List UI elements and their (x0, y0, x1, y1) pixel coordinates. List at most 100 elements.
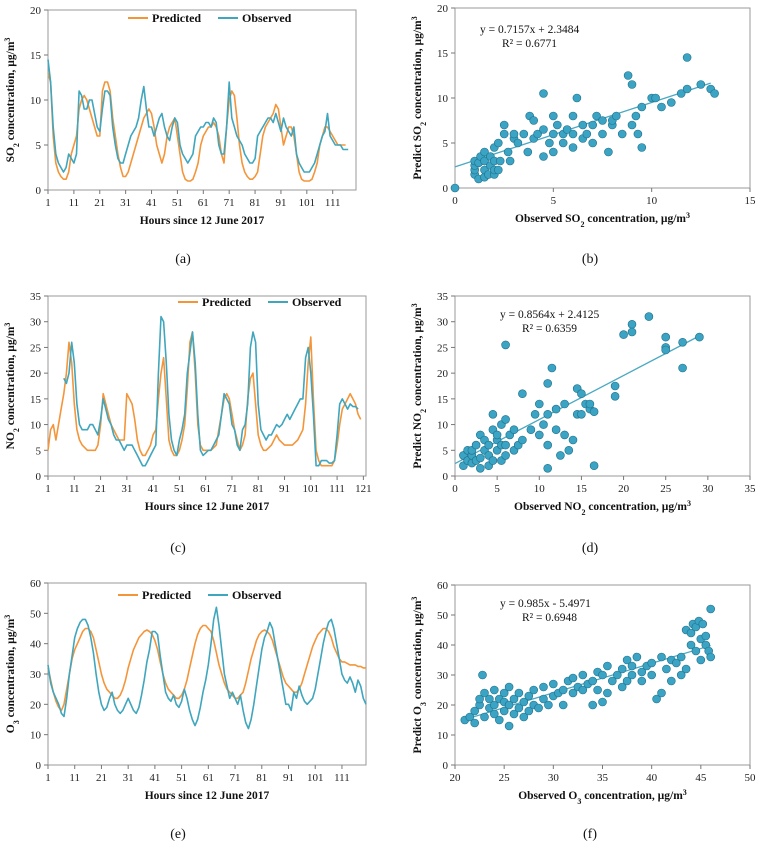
x-tick-label: 111 (334, 772, 350, 784)
data-point (539, 89, 548, 98)
y-tick-label: 20 (437, 3, 449, 15)
panel-caption: (f) (583, 827, 597, 842)
x-tick-label: 71 (230, 772, 241, 784)
data-point (582, 129, 592, 139)
data-point (562, 125, 572, 134)
x-axis-label-part: 3 (683, 788, 687, 797)
data-point (524, 706, 534, 716)
x-tick-label: 31 (123, 772, 134, 784)
data-point (572, 93, 582, 103)
y-tick-label: 5 (443, 138, 449, 150)
x-tick-label: 31 (121, 483, 132, 495)
data-point (604, 147, 613, 157)
x-tick-label: 1 (45, 483, 51, 495)
y-tick-label: 25 (437, 342, 449, 354)
data-point (552, 120, 562, 130)
y-tick-label: 10 (437, 420, 449, 432)
data-point (593, 685, 602, 695)
x-axis-label-part: Observed O (518, 790, 577, 802)
y-tick-label: 20 (30, 699, 42, 711)
data-point (539, 420, 548, 429)
x-tick-label: 0 (452, 483, 458, 495)
plot-frame (47, 295, 367, 477)
data-point (501, 440, 510, 450)
data-point (686, 640, 696, 650)
data-point (598, 697, 607, 707)
data-point (657, 688, 666, 698)
data-point (475, 453, 485, 463)
data-point (577, 409, 586, 419)
data-point (471, 440, 481, 450)
data-point (492, 430, 502, 440)
y-axis-label-part: SO (5, 147, 17, 162)
y-tick-label: 0 (443, 471, 449, 483)
x-tick-label: 51 (176, 772, 187, 784)
y-tick-label: 5 (36, 445, 42, 457)
data-point (568, 129, 578, 139)
y-tick-label: 20 (30, 5, 42, 17)
y-tick-label: 15 (437, 48, 449, 60)
y-axis-label-part: concentration, µg/m (5, 41, 17, 143)
data-point (698, 619, 708, 629)
data-point (485, 694, 494, 704)
x-tick-label: 81 (256, 772, 267, 784)
data-point (710, 89, 719, 98)
y-tick-label: 5 (443, 445, 449, 457)
panel-caption: (a) (175, 252, 191, 267)
x-tick-label: 15 (745, 195, 757, 207)
r-squared-label: R² = 0.6948 (522, 612, 577, 624)
data-point (518, 389, 527, 399)
data-point (514, 688, 524, 698)
y-tick-label: 10 (30, 730, 42, 742)
x-tick-label: 35 (745, 483, 757, 495)
y-tick-label: 50 (30, 608, 42, 620)
data-point (627, 670, 637, 680)
data-point (589, 461, 599, 471)
x-tick-label: 40 (646, 772, 658, 784)
y-axis-label-part: 3 (3, 38, 12, 42)
y-tick-label: 15 (437, 394, 449, 406)
data-point (657, 102, 666, 112)
data-point (686, 628, 696, 638)
data-point (501, 451, 510, 460)
x-tick-label: 71 (226, 483, 237, 495)
data-point (545, 138, 554, 148)
data-point (539, 152, 548, 161)
data-point (530, 409, 540, 419)
data-point (678, 363, 687, 373)
data-point (499, 706, 509, 716)
data-point (676, 670, 686, 680)
series-line-observed (47, 606, 367, 730)
scatter-chart-no2: 0 5 10 15 20 25 30 35 0 5 10 15 20 25 30 35 Predict NO2 … (410, 291, 757, 556)
y-axis-label-part: NO (5, 432, 17, 449)
y-tick-label: 50 (437, 610, 449, 622)
data-point (526, 425, 536, 435)
data-point (661, 345, 671, 355)
data-point (501, 340, 510, 350)
y-axis-label-part: Predict O (412, 706, 424, 753)
y-tick-label: 0 (36, 471, 42, 483)
data-point (499, 129, 509, 139)
y-axis-label-part: Predict SO (412, 126, 424, 180)
x-tick-label: 35 (597, 772, 609, 784)
y-tick-label: 0 (36, 760, 42, 772)
data-point (518, 435, 527, 445)
y-tick-label: 10 (30, 420, 42, 432)
data-point (662, 664, 671, 674)
data-point (551, 404, 561, 414)
data-point (568, 143, 578, 152)
data-point (560, 430, 569, 440)
r-squared-label: R² = 0.6359 (522, 323, 577, 335)
x-tick-label: 101 (307, 772, 324, 784)
y-axis-label-part: 3 (12, 720, 21, 724)
x-tick-label: 30 (548, 772, 560, 784)
x-tick-label: 20 (450, 772, 462, 784)
data-point (691, 646, 701, 656)
panel-caption: (b) (582, 252, 599, 267)
series-line-observed (47, 59, 349, 173)
legend-label-observed: Observed (232, 588, 282, 602)
x-tick-label: 1 (45, 772, 51, 784)
